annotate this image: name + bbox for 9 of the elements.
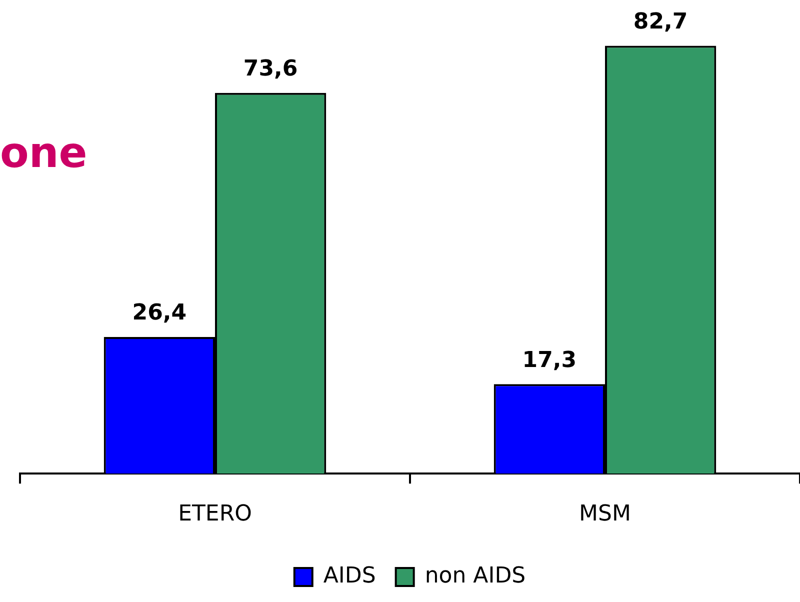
data-label: 82,7 [633, 9, 688, 34]
data-label: 26,4 [132, 300, 187, 326]
x-tick-label: ETERO [178, 502, 252, 527]
legend-label: non AIDS [424, 564, 526, 589]
data-label: 73,6 [243, 56, 298, 82]
annotation: one [0, 128, 88, 177]
legend-label: AIDS [323, 564, 376, 589]
data-label: 17,3 [522, 348, 577, 373]
x-tick-label: MSM [579, 502, 631, 527]
